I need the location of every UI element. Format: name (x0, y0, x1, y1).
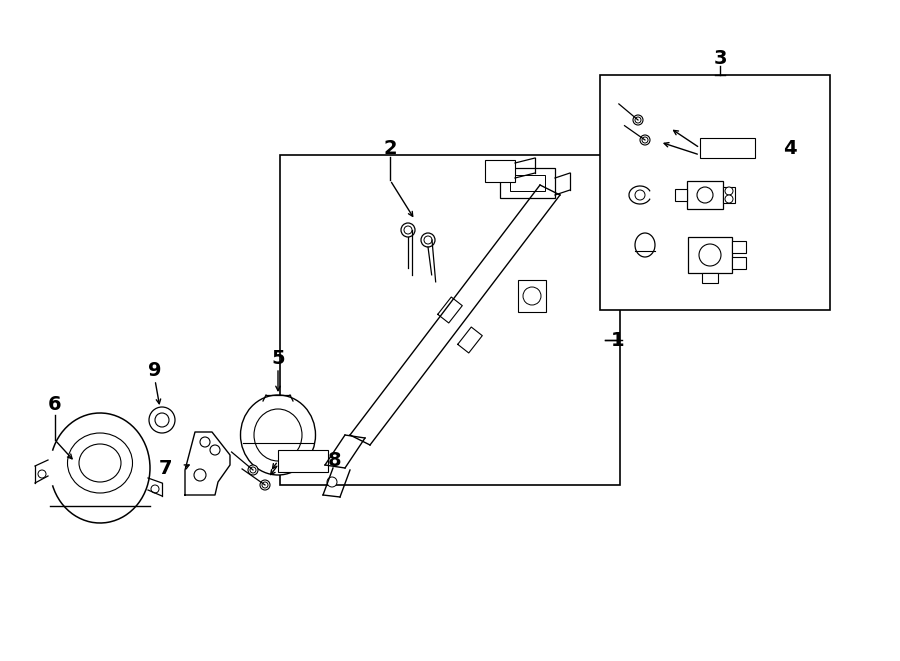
Circle shape (200, 437, 210, 447)
Circle shape (424, 236, 432, 244)
Bar (688, 237, 732, 273)
Bar (278, 450, 328, 472)
Bar (485, 160, 515, 182)
Circle shape (262, 482, 268, 488)
Circle shape (401, 223, 415, 237)
Ellipse shape (254, 409, 302, 461)
Bar (732, 241, 746, 253)
Ellipse shape (79, 444, 121, 482)
Circle shape (421, 233, 435, 247)
Bar (700, 138, 755, 158)
Circle shape (248, 465, 258, 475)
Bar (500, 168, 555, 198)
Circle shape (642, 137, 648, 143)
Circle shape (699, 244, 721, 266)
Circle shape (635, 190, 645, 200)
Bar (723, 187, 735, 203)
Circle shape (327, 477, 337, 487)
Bar (510, 175, 545, 191)
Bar (518, 280, 546, 312)
Circle shape (725, 187, 733, 195)
Ellipse shape (240, 395, 316, 475)
Bar (687, 181, 723, 209)
Circle shape (155, 413, 169, 427)
Bar (675, 189, 687, 201)
Text: 1: 1 (611, 330, 625, 350)
Text: 3: 3 (713, 48, 727, 67)
Circle shape (149, 407, 175, 433)
Circle shape (250, 467, 256, 473)
Bar (600, 75, 830, 310)
Text: 9: 9 (148, 360, 162, 379)
Circle shape (523, 287, 541, 305)
Text: 7: 7 (158, 459, 172, 477)
Circle shape (404, 226, 412, 234)
Bar (732, 257, 746, 269)
Text: 5: 5 (271, 348, 284, 368)
Text: 2: 2 (383, 139, 397, 157)
Circle shape (210, 445, 220, 455)
Circle shape (38, 470, 46, 478)
Circle shape (640, 135, 650, 145)
Text: 8: 8 (328, 451, 342, 469)
Ellipse shape (68, 433, 132, 493)
Circle shape (633, 115, 643, 125)
Circle shape (635, 117, 641, 123)
Circle shape (194, 469, 206, 481)
Bar (280, 155, 620, 485)
Text: 4: 4 (783, 139, 796, 157)
Bar (702, 273, 718, 283)
Circle shape (697, 187, 713, 203)
Text: 6: 6 (49, 395, 62, 414)
Circle shape (151, 485, 159, 493)
Circle shape (260, 480, 270, 490)
Circle shape (725, 195, 733, 203)
